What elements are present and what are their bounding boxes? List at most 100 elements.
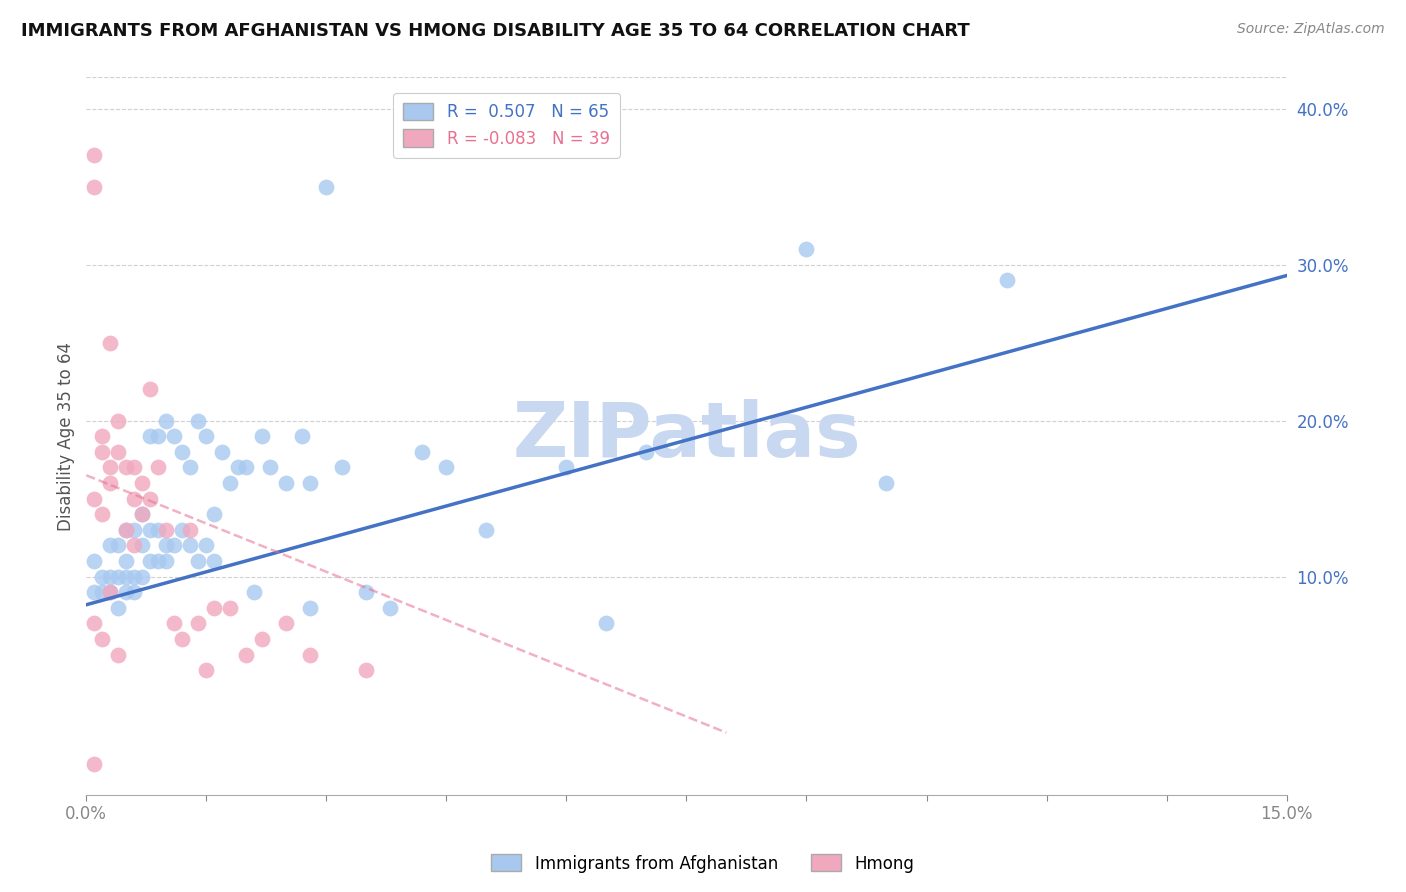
Text: ZIPatlas: ZIPatlas	[512, 400, 860, 474]
Point	[315, 179, 337, 194]
Point	[356, 663, 378, 677]
Point	[252, 632, 274, 646]
Point	[83, 616, 105, 631]
Point	[91, 569, 114, 583]
Point	[155, 523, 177, 537]
Point	[124, 460, 146, 475]
Text: Source: ZipAtlas.com: Source: ZipAtlas.com	[1237, 22, 1385, 37]
Point	[172, 445, 194, 459]
Point	[91, 429, 114, 443]
Point	[243, 585, 266, 599]
Point	[91, 445, 114, 459]
Point	[179, 538, 201, 552]
Point	[148, 554, 170, 568]
Point	[107, 600, 129, 615]
Point	[163, 538, 186, 552]
Point	[115, 523, 138, 537]
Point	[202, 554, 225, 568]
Point	[107, 414, 129, 428]
Point	[131, 508, 153, 522]
Point	[179, 460, 201, 475]
Point	[98, 569, 121, 583]
Point	[115, 523, 138, 537]
Point	[131, 569, 153, 583]
Point	[259, 460, 281, 475]
Point	[202, 508, 225, 522]
Point	[252, 429, 274, 443]
Point	[195, 429, 218, 443]
Text: IMMIGRANTS FROM AFGHANISTAN VS HMONG DISABILITY AGE 35 TO 64 CORRELATION CHART: IMMIGRANTS FROM AFGHANISTAN VS HMONG DIS…	[21, 22, 970, 40]
Point	[155, 414, 177, 428]
Point	[91, 585, 114, 599]
Point	[139, 491, 162, 506]
Point	[131, 538, 153, 552]
Point	[83, 148, 105, 162]
Point	[124, 538, 146, 552]
Point	[83, 585, 105, 599]
Point	[107, 538, 129, 552]
Point	[475, 523, 498, 537]
Point	[115, 460, 138, 475]
Point	[91, 632, 114, 646]
Point	[202, 600, 225, 615]
Point	[83, 491, 105, 506]
Point	[228, 460, 250, 475]
Point	[555, 460, 578, 475]
Point	[98, 460, 121, 475]
Point	[124, 585, 146, 599]
Point	[83, 554, 105, 568]
Point	[124, 569, 146, 583]
Point	[83, 179, 105, 194]
Point	[148, 523, 170, 537]
Point	[155, 538, 177, 552]
Point	[172, 632, 194, 646]
Point	[187, 414, 209, 428]
Point	[124, 523, 146, 537]
Point	[98, 335, 121, 350]
Point	[139, 429, 162, 443]
Point	[98, 538, 121, 552]
Point	[380, 600, 402, 615]
Point	[139, 554, 162, 568]
Point	[411, 445, 433, 459]
Point	[163, 429, 186, 443]
Point	[235, 460, 257, 475]
Point	[219, 600, 242, 615]
Point	[98, 585, 121, 599]
Legend: Immigrants from Afghanistan, Hmong: Immigrants from Afghanistan, Hmong	[485, 847, 921, 880]
Point	[115, 569, 138, 583]
Point	[187, 616, 209, 631]
Point	[356, 585, 378, 599]
Point	[195, 538, 218, 552]
Point	[131, 476, 153, 491]
Point	[115, 585, 138, 599]
Point	[235, 648, 257, 662]
Point	[107, 445, 129, 459]
Point	[139, 383, 162, 397]
Point	[179, 523, 201, 537]
Point	[148, 460, 170, 475]
Point	[291, 429, 314, 443]
Point	[330, 460, 353, 475]
Point	[98, 476, 121, 491]
Point	[636, 445, 658, 459]
Point	[876, 476, 898, 491]
Point	[148, 429, 170, 443]
Point	[163, 616, 186, 631]
Point	[172, 523, 194, 537]
Point	[115, 554, 138, 568]
Point	[796, 242, 818, 256]
Point	[595, 616, 617, 631]
Point	[434, 460, 457, 475]
Point	[276, 616, 298, 631]
Point	[107, 648, 129, 662]
Point	[91, 508, 114, 522]
Point	[299, 476, 322, 491]
Legend: R =  0.507   N = 65, R = -0.083   N = 39: R = 0.507 N = 65, R = -0.083 N = 39	[394, 93, 620, 158]
Point	[124, 491, 146, 506]
Point	[83, 756, 105, 771]
Point	[211, 445, 233, 459]
Point	[187, 554, 209, 568]
Point	[195, 663, 218, 677]
Point	[299, 600, 322, 615]
